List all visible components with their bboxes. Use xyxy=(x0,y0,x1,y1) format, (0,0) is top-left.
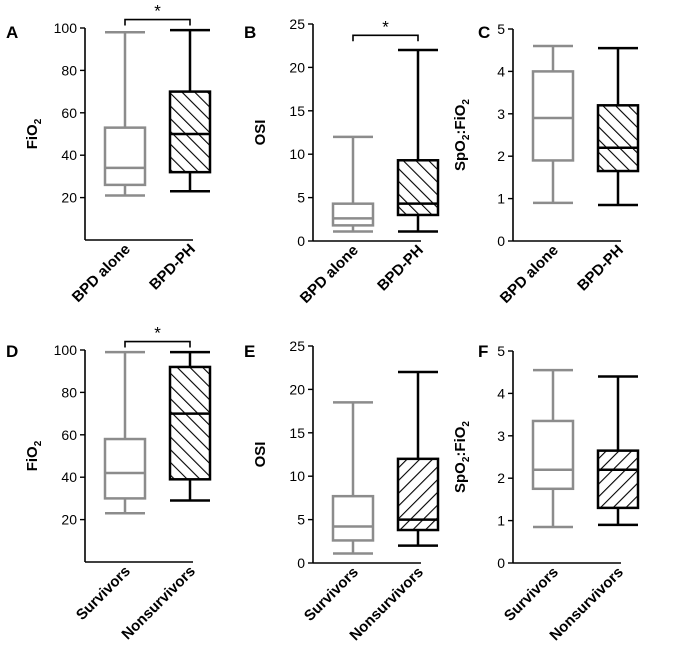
x-tick-label: Survivors xyxy=(73,563,134,624)
y-tick-label: 1 xyxy=(497,513,505,529)
y-tick-label: 80 xyxy=(61,62,77,78)
x-tick-label: BPD-PH xyxy=(374,242,427,295)
box-survivors xyxy=(331,401,375,555)
y-axis-label: OSI xyxy=(252,442,269,468)
y-tick-label: 40 xyxy=(61,469,77,485)
y-tick-label: 5 xyxy=(297,512,305,528)
iqr-box xyxy=(168,365,212,481)
box-bpd-alone xyxy=(331,135,375,233)
y-tick-label: 2 xyxy=(497,148,505,164)
iqr-box xyxy=(396,159,440,217)
y-tick-label: 0 xyxy=(297,555,305,571)
y-tick-label: 40 xyxy=(61,147,77,163)
y-tick-label: 4 xyxy=(497,63,505,79)
x-tick-label: BPD-PH xyxy=(574,242,627,295)
box-bpd-ph xyxy=(168,28,212,193)
y-axis-label: FiO2 xyxy=(24,440,44,471)
y-axis-label: OSI xyxy=(252,120,269,146)
x-tick-label: BPD-PH xyxy=(146,241,199,294)
y-tick-label: 10 xyxy=(289,468,305,484)
significance-bracket xyxy=(352,34,419,42)
box-survivors xyxy=(103,350,147,515)
box-survivors xyxy=(531,368,575,529)
y-tick-label: 60 xyxy=(61,427,77,443)
panel-letter: A xyxy=(6,23,18,42)
y-tick-label: 20 xyxy=(289,381,305,397)
y-tick-label: 0 xyxy=(297,233,305,249)
panel-letter: C xyxy=(478,23,490,42)
panel-letter: E xyxy=(244,342,255,361)
y-tick-label: 100 xyxy=(54,342,78,358)
y-tick-label: 10 xyxy=(289,146,305,162)
x-tick-label: BPD alone xyxy=(297,242,362,307)
y-tick-label: 80 xyxy=(61,384,77,400)
y-tick-label: 0 xyxy=(497,555,505,571)
x-tick-label: BPD alone xyxy=(497,242,562,307)
y-tick-label: 4 xyxy=(497,385,505,401)
panel-c: C 0 1 2 3 4 5 SpO2:FiO2 BPD alone BPD-PH xyxy=(452,21,640,307)
iqr-box xyxy=(396,457,440,532)
iqr-box xyxy=(531,70,575,162)
box-bpd-ph xyxy=(596,46,640,207)
x-tick-label: BPD alone xyxy=(69,241,134,306)
y-axis-label: FiO2 xyxy=(24,118,44,149)
x-tick-label: Survivors xyxy=(501,564,562,625)
y-tick-label: 60 xyxy=(61,105,77,121)
y-axis-label: SpO2:FiO2 xyxy=(452,99,472,171)
y-tick-label: 100 xyxy=(54,20,78,36)
panel-b: B 0 5 10 15 20 25 OSI BPD alone BPD-PH * xyxy=(244,16,440,307)
y-tick-label: 2 xyxy=(497,470,505,486)
y-tick-label: 25 xyxy=(289,16,305,32)
y-tick-label: 3 xyxy=(497,428,505,444)
iqr-box xyxy=(531,419,575,491)
iqr-box xyxy=(331,494,375,542)
box-bpd-alone xyxy=(103,30,147,197)
iqr-box xyxy=(168,90,212,174)
y-tick-label: 20 xyxy=(61,512,77,528)
iqr-box xyxy=(596,104,640,173)
significance-star: * xyxy=(154,324,161,343)
iqr-box xyxy=(103,437,147,500)
y-tick-label: 15 xyxy=(289,103,305,119)
significance-star: * xyxy=(154,2,161,21)
panel-letter: F xyxy=(478,342,488,361)
y-tick-label: 20 xyxy=(289,59,305,75)
iqr-box xyxy=(331,202,375,227)
significance-bracket xyxy=(124,18,191,26)
iqr-box xyxy=(596,449,640,510)
y-tick-label: 3 xyxy=(497,106,505,122)
significance-star: * xyxy=(382,17,389,36)
y-axis-label: SpO2:FiO2 xyxy=(452,421,472,493)
panel-a: A 20 40 60 80 100 FiO2 BPD alone BPD-PH * xyxy=(6,2,212,306)
y-tick-label: 5 xyxy=(297,190,305,206)
x-tick-label: Survivors xyxy=(301,564,362,625)
y-tick-label: 0 xyxy=(497,233,505,249)
box-bpd-alone xyxy=(531,44,575,205)
box-nonsurvivors xyxy=(168,350,212,502)
y-tick-label: 20 xyxy=(61,190,77,206)
iqr-box xyxy=(103,126,147,187)
box-nonsurvivors xyxy=(596,375,640,527)
y-tick-label: 15 xyxy=(289,425,305,441)
significance-bracket xyxy=(124,340,191,348)
y-tick-label: 25 xyxy=(289,338,305,354)
y-tick-label: 5 xyxy=(497,21,505,37)
y-tick-label: 5 xyxy=(497,343,505,359)
panel-letter: B xyxy=(244,23,256,42)
panel-letter: D xyxy=(6,342,18,361)
box-nonsurvivors xyxy=(396,370,440,547)
y-tick-label: 1 xyxy=(497,191,505,207)
box-bpd-ph xyxy=(396,48,440,233)
